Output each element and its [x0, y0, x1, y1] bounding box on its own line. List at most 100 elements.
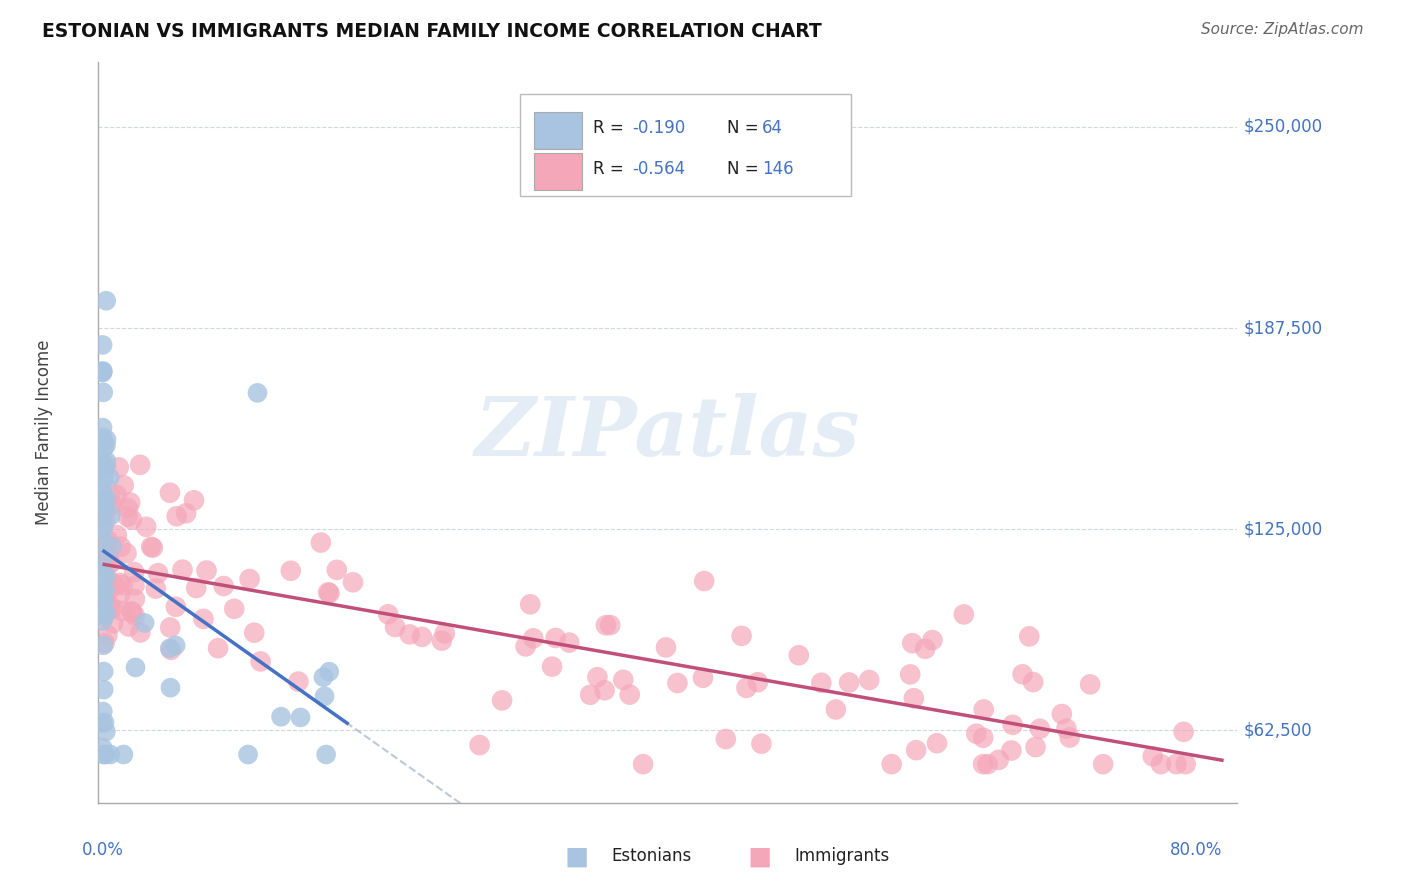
Point	[120, 495, 142, 509]
Point	[93, 471, 115, 485]
Text: Estonians: Estonians	[612, 847, 692, 865]
Text: $62,500: $62,500	[1244, 722, 1313, 739]
Point	[730, 629, 752, 643]
Point	[105, 528, 128, 542]
Point	[94, 490, 117, 504]
Point	[121, 604, 143, 618]
Point	[159, 620, 181, 634]
Point	[541, 659, 564, 673]
Point	[101, 575, 124, 590]
Point	[1173, 724, 1195, 739]
Point	[91, 420, 114, 434]
Point	[93, 638, 115, 652]
Point	[134, 615, 156, 630]
Point	[612, 673, 634, 687]
Point	[110, 540, 132, 554]
Point	[522, 632, 544, 646]
Point	[318, 586, 340, 600]
Point	[411, 630, 433, 644]
Point	[558, 635, 581, 649]
Point	[96, 628, 118, 642]
Point	[98, 601, 121, 615]
Point	[236, 747, 259, 762]
Point	[91, 365, 114, 379]
Point	[91, 565, 114, 579]
Point	[212, 579, 235, 593]
Point	[91, 430, 114, 444]
Point	[93, 636, 115, 650]
Point	[96, 433, 118, 447]
Point	[1166, 757, 1188, 772]
Point	[1092, 757, 1115, 772]
Point	[93, 595, 115, 609]
Point	[735, 681, 758, 695]
Point	[342, 575, 364, 590]
Point	[249, 655, 271, 669]
Point	[93, 517, 115, 532]
Point	[124, 592, 146, 607]
Point	[1174, 757, 1197, 772]
Point	[1000, 743, 1022, 757]
Point	[174, 506, 197, 520]
Point	[112, 478, 135, 492]
Text: 80.0%: 80.0%	[1170, 841, 1222, 859]
Point	[112, 747, 135, 762]
Point	[579, 688, 602, 702]
Point	[619, 688, 641, 702]
Point	[105, 488, 128, 502]
Point	[1050, 706, 1073, 721]
Point	[93, 715, 115, 730]
Point	[101, 601, 124, 615]
Point	[858, 673, 880, 687]
Point	[97, 584, 120, 599]
Point	[287, 674, 309, 689]
Text: Source: ZipAtlas.com: Source: ZipAtlas.com	[1201, 22, 1364, 37]
Point	[111, 578, 134, 592]
Point	[94, 582, 117, 597]
Point	[787, 648, 810, 663]
Point	[976, 757, 998, 772]
Point	[94, 513, 117, 527]
Point	[110, 604, 132, 618]
Point	[810, 675, 832, 690]
Point	[97, 598, 120, 612]
Point	[124, 608, 146, 623]
Point	[107, 460, 129, 475]
Point	[519, 597, 541, 611]
Point	[124, 578, 146, 592]
Point	[186, 581, 208, 595]
Point	[124, 660, 146, 674]
Point	[115, 546, 138, 560]
Point	[398, 627, 420, 641]
Point	[97, 545, 120, 559]
Point	[100, 508, 122, 523]
Point	[100, 556, 122, 570]
Point	[121, 606, 143, 620]
Point	[593, 683, 616, 698]
Point	[316, 585, 339, 599]
Point	[91, 570, 114, 584]
Point	[108, 587, 131, 601]
Point	[91, 523, 114, 537]
Point	[91, 364, 114, 378]
Point	[94, 747, 117, 762]
Point	[1054, 722, 1077, 736]
Text: $250,000: $250,000	[1244, 118, 1323, 136]
Point	[914, 641, 936, 656]
Point	[165, 599, 187, 614]
Point	[94, 724, 117, 739]
Point	[93, 472, 115, 486]
Point	[97, 533, 120, 548]
Point	[246, 385, 269, 400]
Point	[953, 607, 976, 622]
Point	[91, 591, 114, 605]
Point	[172, 563, 194, 577]
Point	[824, 702, 846, 716]
Point	[384, 620, 406, 634]
Point	[1018, 629, 1040, 643]
Text: ESTONIAN VS IMMIGRANTS MEDIAN FAMILY INCOME CORRELATION CHART: ESTONIAN VS IMMIGRANTS MEDIAN FAMILY INC…	[42, 22, 823, 41]
Point	[118, 619, 141, 633]
Point	[94, 607, 117, 622]
Text: ▪: ▪	[564, 838, 589, 875]
Point	[326, 563, 349, 577]
